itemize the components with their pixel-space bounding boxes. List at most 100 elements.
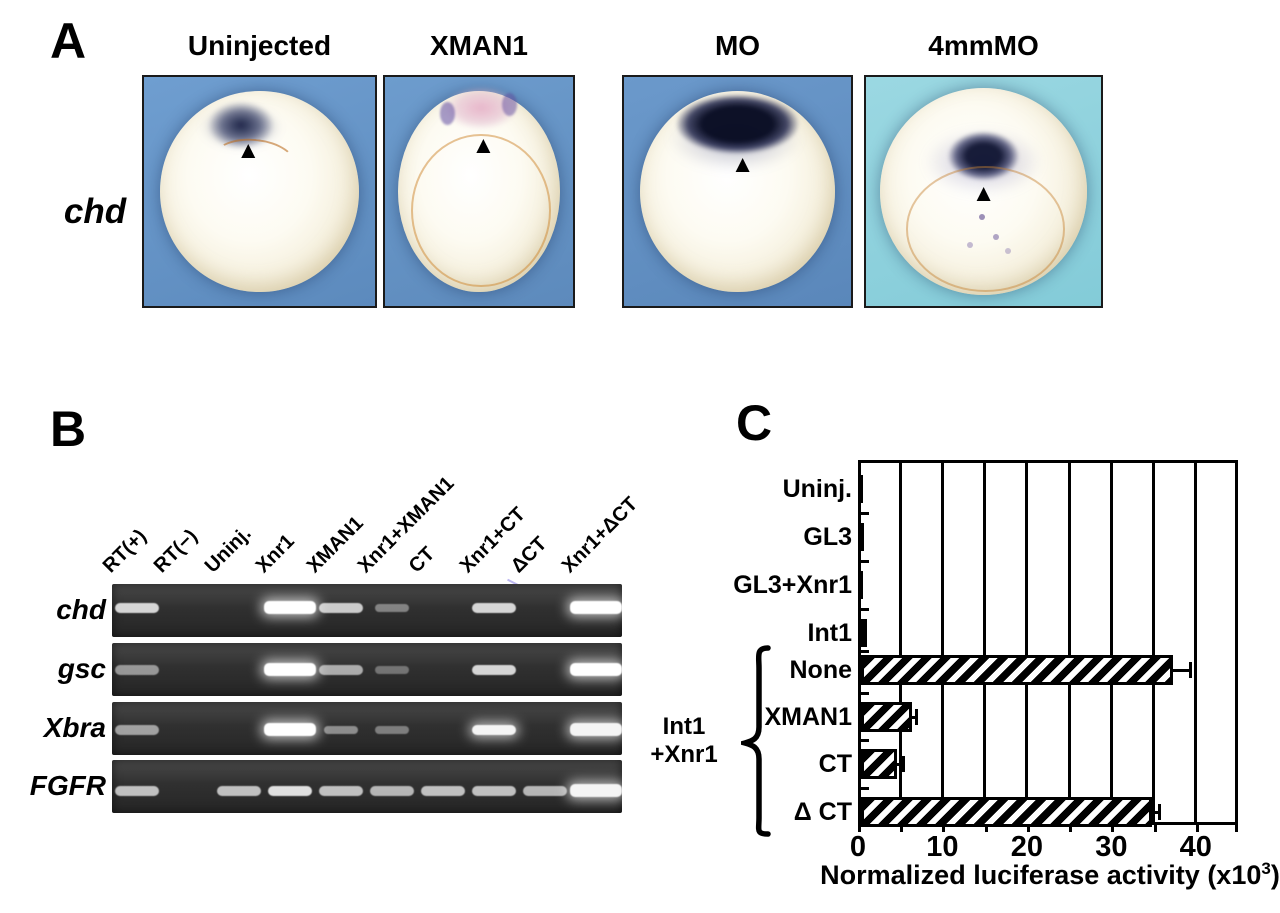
- stain-speckles: [978, 214, 985, 221]
- bar: [861, 475, 863, 503]
- bar: [861, 702, 912, 732]
- gel-strip: [112, 584, 622, 637]
- y-axis-tick: [861, 786, 869, 790]
- arrowhead-icon: ▲: [971, 180, 996, 208]
- gel-lane-label: CT: [404, 542, 440, 578]
- y-axis-tick: [861, 607, 869, 611]
- bar: [861, 797, 1153, 827]
- bar: [861, 523, 865, 551]
- chart-category-label: None: [789, 656, 853, 684]
- chart-gridline: [1194, 460, 1198, 825]
- stain-core: [673, 93, 802, 155]
- gel-lane-label: ΔCT: [506, 532, 552, 578]
- embryo-title-mo: MO: [714, 30, 761, 61]
- chart-category-label: GL3+Xnr1: [733, 571, 852, 599]
- x-axis-tick: [858, 825, 861, 832]
- x-tick-label: 20: [1010, 831, 1043, 863]
- x-axis-tick: [984, 825, 988, 832]
- chart-gridline: [898, 460, 902, 825]
- error-bar: [1152, 810, 1160, 814]
- group-label-line2: +Xnr1: [650, 741, 718, 768]
- gel-band: [421, 786, 465, 796]
- arrowhead-icon: ▲: [471, 132, 496, 160]
- y-axis-tick: [861, 511, 869, 515]
- group-label-line1: Int1: [662, 713, 706, 740]
- embryo-photo-4mmmo: ▲: [864, 75, 1103, 308]
- stain-speck: [501, 93, 517, 116]
- gel-band: [264, 601, 316, 614]
- gel-band: [523, 786, 567, 796]
- error-bar-cap: [1158, 804, 1162, 820]
- x-axis-tick: [1235, 825, 1238, 832]
- error-bar-cap: [915, 709, 919, 725]
- bar-chart: Uninj. GL3 GL3+Xnr1 Int1 None XMAN1 CT Δ CT 0 10 2…: [733, 460, 1238, 863]
- gel-gene-label: FGFR: [29, 769, 106, 801]
- bar: [861, 619, 867, 647]
- chart-gridline: [940, 460, 944, 825]
- gel-band: [375, 666, 409, 674]
- gel-lane-label: Xnr1+ΔCT: [557, 493, 643, 578]
- chart-category-label: Int1: [807, 619, 852, 647]
- gel-band: [570, 784, 622, 797]
- embryo-title-uninjected: Uninjected: [187, 30, 332, 61]
- gel-band: [115, 786, 159, 796]
- x-tick-label: 40: [1179, 831, 1212, 863]
- arrowhead-icon: ▲: [730, 150, 755, 178]
- gel-band: [115, 603, 159, 613]
- error-bar: [911, 715, 917, 719]
- y-axis-tick: [861, 692, 869, 695]
- gel-lane-label: Uninj.: [200, 522, 256, 578]
- gel-band: [472, 725, 516, 735]
- chart-gridline: [1152, 460, 1156, 825]
- chart-category-label: CT: [818, 750, 852, 778]
- embryo-title-4mmmo: 4mmMO: [928, 30, 1039, 61]
- yolk-crease: [905, 166, 1066, 292]
- x-axis-label-text: Normalized luciferase activity (x10: [820, 860, 1262, 890]
- gel-lane-label: RT(+): [98, 525, 151, 578]
- arrowhead-icon: ▲: [236, 136, 261, 164]
- x-tick-label: 10: [926, 831, 959, 863]
- group-brace: [741, 645, 771, 837]
- panel-a-gene-label: chd: [63, 192, 127, 231]
- gel-gene-label: gsc: [57, 652, 106, 684]
- gel-band: [324, 726, 358, 734]
- gel-band: [375, 604, 409, 612]
- chart-gridline: [1067, 460, 1071, 825]
- chart-category-label: Uninj.: [782, 475, 852, 503]
- chart-gridline: [983, 460, 987, 825]
- embryo-photo-uninjected: ▲: [142, 75, 377, 308]
- group-label: Int1 +Xnr1: [633, 713, 735, 769]
- stain-speck: [439, 102, 455, 126]
- panel-c-label: C: [736, 395, 773, 451]
- gel-band: [268, 786, 312, 796]
- error-bar-cap: [901, 756, 905, 772]
- gel-strip: [112, 643, 622, 696]
- panel-a-label: A: [50, 13, 87, 69]
- x-axis-tick: [942, 825, 946, 832]
- x-axis-label-close: ): [1270, 860, 1280, 890]
- gel-band: [472, 786, 516, 796]
- gel-band: [570, 601, 622, 614]
- x-axis-tick: [900, 825, 904, 832]
- chart-frame: [858, 460, 1238, 825]
- y-axis-tick: [861, 739, 869, 742]
- gel-band: [370, 786, 414, 796]
- embryo-title-xman1: XMAN1: [429, 30, 528, 61]
- gel-gene-label: Xbra: [43, 711, 106, 743]
- x-axis-tick: [1069, 825, 1073, 832]
- error-bar: [1173, 668, 1191, 672]
- x-axis-tick: [1111, 825, 1115, 832]
- chart-gridline: [1025, 460, 1029, 825]
- x-tick-label: 30: [1095, 831, 1128, 863]
- x-axis-label: Normalized luciferase activity (x103): [820, 859, 1280, 891]
- gel-band: [472, 603, 516, 613]
- gel-band: [570, 663, 622, 676]
- gel-band: [115, 725, 159, 735]
- chart-category-label: XMAN1: [764, 703, 852, 731]
- gel-band: [319, 603, 363, 613]
- gel-gene-label: chd: [56, 593, 106, 625]
- x-axis-tick: [1026, 825, 1030, 832]
- chart-category-label: GL3: [803, 523, 852, 551]
- gel-band: [264, 723, 316, 736]
